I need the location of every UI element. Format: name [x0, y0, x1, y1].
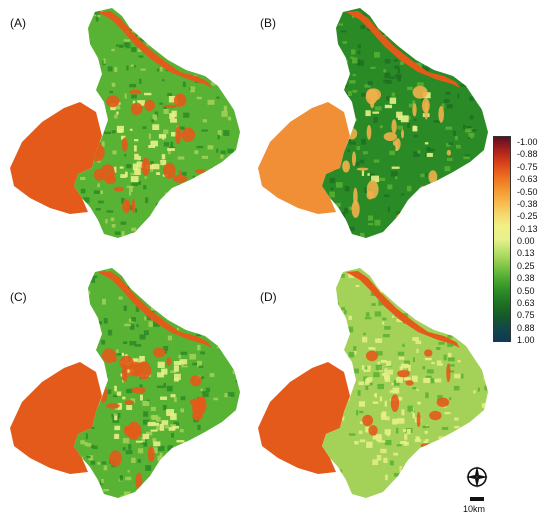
ndvi-map-a — [10, 8, 240, 238]
legend-tick-label: 0.88 — [517, 322, 535, 333]
ndvi-map-d — [258, 268, 488, 498]
legend-tick-label: 0.38 — [517, 273, 535, 284]
map-panel-d: (D) — [248, 262, 508, 512]
river-channel — [98, 11, 212, 88]
water-body — [10, 102, 102, 214]
land-area — [322, 268, 488, 498]
ndvi-map-b — [258, 8, 488, 238]
panel-label-a: (A) — [10, 16, 26, 30]
land-area — [74, 268, 240, 498]
legend-tick-label: -0.38 — [517, 198, 538, 209]
panel-label-b: (B) — [260, 16, 276, 30]
legend-tick-label: 0.25 — [517, 260, 535, 271]
river-channel — [346, 271, 460, 348]
legend-tick-label: 0.13 — [517, 248, 535, 259]
panel-label-c: (C) — [10, 290, 27, 304]
water-body — [10, 362, 102, 474]
ndvi-map-c — [10, 268, 240, 498]
legend-tick-label: -0.50 — [517, 186, 538, 197]
legend-tick-label: 0.75 — [517, 310, 535, 321]
legend-tick-label: 1.00 — [517, 335, 535, 345]
water-body — [258, 102, 350, 214]
scale-label: 10km — [463, 504, 486, 514]
panel-label-d: (D) — [260, 290, 277, 304]
legend-tick-label: -0.63 — [517, 174, 538, 185]
legend-tick-label: 0.63 — [517, 297, 535, 308]
legend-tick-label: -0.75 — [517, 161, 538, 172]
land-texture — [80, 8, 240, 238]
scale-bar — [470, 497, 484, 501]
legend-tick-label: -0.13 — [517, 223, 538, 234]
legend-tick-label: -1.00 — [517, 137, 538, 147]
legend-tick-label: -0.25 — [517, 211, 538, 222]
map-panel-a: (A) — [0, 2, 260, 252]
water-body — [258, 362, 350, 474]
river-channel — [346, 11, 460, 88]
legend-tick-label: 0.50 — [517, 285, 535, 296]
legend-tick-label: 0.00 — [517, 236, 535, 246]
legend-color-bar — [493, 136, 511, 342]
river-channel — [98, 271, 212, 348]
map-panel-b: (B) — [248, 2, 508, 252]
compass-rose-icon — [466, 466, 488, 488]
map-panel-c: (C) — [0, 262, 260, 512]
legend-tick-label: -0.88 — [517, 149, 538, 160]
